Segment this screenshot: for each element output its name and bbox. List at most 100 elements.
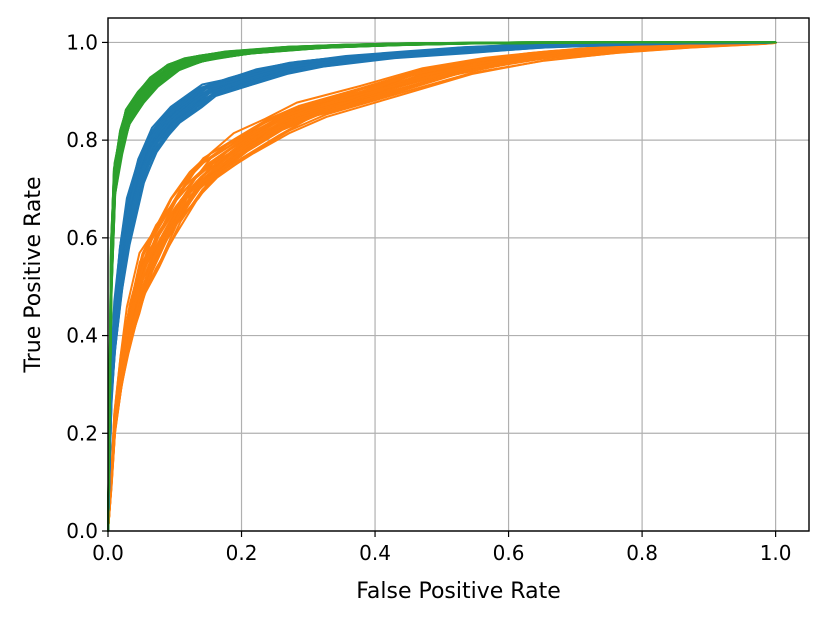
roc-curve [107, 41, 777, 532]
roc-curves [107, 41, 777, 532]
roc-series-1 [107, 41, 777, 532]
roc-curve [107, 41, 777, 532]
roc-curve [107, 41, 777, 532]
roc-curve [107, 41, 777, 532]
roc-curve [107, 41, 777, 532]
roc-curve [107, 41, 777, 532]
roc-curve [107, 41, 777, 532]
roc-curve [107, 41, 777, 532]
roc-curve [107, 41, 777, 532]
roc-curve [107, 41, 777, 532]
roc-curve [107, 41, 777, 532]
roc-curve [107, 41, 777, 532]
roc-curve [107, 41, 777, 532]
x-tick-label: 1.0 [760, 541, 792, 565]
x-tick-label: 0.4 [359, 541, 391, 565]
y-tick-label: 0.6 [66, 226, 98, 250]
roc-curve [107, 41, 777, 532]
roc-curve [107, 41, 777, 532]
x-tick-label: 0.2 [226, 541, 258, 565]
roc-curve [107, 41, 777, 532]
roc-curve [107, 41, 777, 532]
y-tick-label: 1.0 [66, 30, 98, 54]
roc-curve [107, 41, 777, 532]
roc-curve [107, 41, 777, 532]
roc-curve [107, 41, 777, 532]
x-tick-label: 0.0 [92, 541, 124, 565]
roc-series-2 [107, 41, 777, 532]
roc-curve [107, 41, 777, 532]
roc-curve [107, 41, 777, 532]
roc-curve [107, 41, 777, 532]
roc-curve [107, 41, 777, 532]
roc-curve [107, 41, 777, 532]
roc-curve [107, 41, 777, 532]
roc-curve [107, 41, 777, 532]
roc-curve [107, 41, 777, 532]
roc-curve [107, 41, 777, 532]
roc-curve [107, 41, 777, 532]
roc-curve [107, 41, 777, 532]
roc-curve [107, 41, 777, 532]
roc-curve [107, 41, 777, 532]
roc-curve [107, 41, 777, 532]
roc-curve [107, 41, 777, 532]
roc-curve [107, 41, 777, 532]
roc-curve [107, 41, 777, 532]
roc-curve [107, 41, 777, 532]
y-tick-label: 0.0 [66, 519, 98, 543]
roc-curve [107, 41, 777, 532]
roc-curve [107, 41, 777, 532]
roc-curve [107, 41, 777, 532]
roc-curve [107, 41, 777, 532]
x-tick-label: 0.8 [626, 541, 658, 565]
y-tick-label: 0.2 [66, 421, 98, 445]
roc-curve [107, 41, 777, 532]
roc-curve [107, 41, 777, 532]
roc-curve [107, 41, 777, 532]
roc-curve [107, 41, 777, 532]
roc-curve [107, 41, 777, 532]
roc-curve [107, 41, 777, 532]
roc-curve [107, 41, 777, 532]
x-tick-label: 0.6 [493, 541, 525, 565]
roc-curve [107, 41, 777, 532]
roc-curve [107, 41, 777, 532]
roc-curve [107, 41, 777, 532]
roc-curve [107, 41, 777, 532]
roc-curve [107, 41, 777, 532]
roc-curve [107, 41, 777, 532]
roc-curve [107, 41, 777, 532]
roc-curve [107, 41, 777, 532]
y-tick-label: 0.4 [66, 324, 98, 348]
roc-curve [107, 41, 777, 532]
roc-curve [107, 41, 777, 532]
roc-curve [107, 41, 777, 532]
roc-curve [107, 41, 777, 532]
roc-curve [107, 41, 777, 532]
x-axis-label: False Positive Rate [356, 579, 560, 604]
roc-curve [107, 41, 777, 532]
roc-curve [107, 41, 777, 532]
roc-curve [107, 41, 777, 532]
roc-curve [107, 41, 777, 532]
roc-curve [107, 41, 777, 532]
roc-curve [107, 41, 777, 532]
roc-curve [107, 41, 777, 532]
roc-curve [107, 41, 777, 532]
roc-curve [107, 41, 777, 532]
roc-curve [107, 41, 777, 532]
x-axis-ticks: 0.0 0.2 0.4 0.6 0.8 1.0 [92, 531, 792, 565]
roc-curve [107, 41, 777, 532]
roc-curve [107, 41, 777, 532]
roc-series-0 [107, 41, 777, 532]
roc-curve [107, 41, 777, 532]
roc-curve [107, 41, 777, 532]
roc-curve [107, 41, 777, 532]
roc-curve [107, 41, 777, 532]
roc-curve [107, 41, 777, 532]
y-axis-ticks: 0.0 0.2 0.4 0.6 0.8 1.0 [66, 30, 108, 543]
y-tick-label: 0.8 [66, 128, 98, 152]
roc-curve [107, 41, 777, 532]
